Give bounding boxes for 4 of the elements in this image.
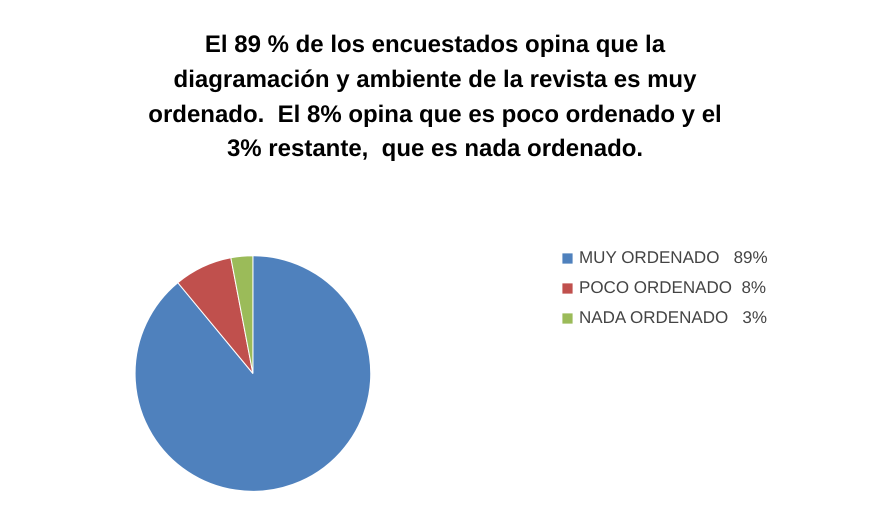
chart-title: El 89 % de los encuestados opina que la diagramación y ambiente de la revista es muy ordenado. El 8% opina que es poco ordenado y el 3% restante, que es nada ordenado. bbox=[147, 30, 723, 164]
legend-label: NADA ORDENADO 3% bbox=[579, 308, 767, 328]
legend-label: POCO ORDENADO 8% bbox=[579, 278, 766, 298]
legend-label: MUY ORDENADO 89% bbox=[579, 248, 768, 268]
